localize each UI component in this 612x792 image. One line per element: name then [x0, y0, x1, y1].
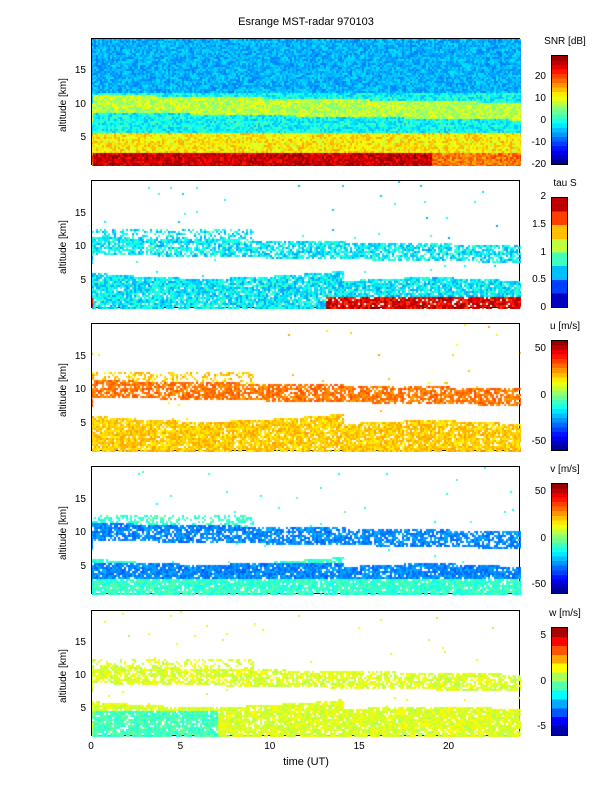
colorbar-tick-label: 20 — [534, 71, 546, 82]
figure-title: Esrange MST-radar 970103 — [238, 16, 374, 28]
y-tick-label: 10 — [74, 384, 86, 396]
colorbar-tick-label: -10 — [531, 137, 546, 148]
x-tick-label: 0 — [88, 741, 94, 752]
heatmap-1 — [92, 39, 521, 166]
x-axis-label: time (UT) — [283, 756, 329, 768]
colorbar-tick-label: -20 — [531, 159, 546, 170]
y-axis-label: altitude [km] — [58, 220, 69, 274]
y-tick-label: 5 — [80, 275, 86, 287]
x-tick-label: 15 — [353, 741, 365, 752]
y-tick-label: 5 — [80, 561, 86, 573]
heatmap-4 — [92, 467, 521, 595]
colorbar-tick-label: 50 — [534, 486, 546, 498]
heatmap-2 — [92, 181, 521, 309]
colorbar-tick-label: 0.5 — [532, 274, 546, 286]
colorbar-tick-label: 5 — [540, 630, 546, 642]
heatmap-panel-3 — [91, 323, 521, 452]
heatmap-panel-2 — [91, 180, 521, 309]
heatmap-panel-1 — [91, 38, 521, 166]
colorbar-3 — [551, 340, 568, 451]
y-tick-label: 10 — [74, 241, 86, 253]
y-axis-label: altitude [km] — [58, 649, 69, 703]
y-tick-label: 15 — [74, 350, 86, 362]
heatmap-panel-4 — [91, 466, 521, 595]
y-tick-label: 15 — [74, 207, 86, 219]
colorbar-tick-label: -50 — [531, 435, 546, 447]
colorbar-label: w [m/s] — [549, 608, 581, 619]
colorbar-tick-label: 10 — [534, 93, 546, 104]
y-tick-label: 10 — [74, 98, 86, 110]
y-tick-label: 5 — [80, 132, 86, 144]
x-tick-label: 5 — [177, 741, 184, 752]
colorbar-tick-label: 0 — [540, 532, 546, 544]
heatmap-5 — [92, 611, 521, 737]
colorbar-tick-label: 0 — [540, 115, 546, 126]
colorbar-5 — [551, 627, 568, 736]
colorbar-tick-label: 0 — [540, 302, 546, 313]
x-tick-label: 20 — [442, 741, 455, 752]
heatmap-panel-5 — [91, 610, 521, 737]
colorbar-tick-label: -5 — [537, 720, 546, 732]
y-tick-label: 15 — [74, 637, 86, 649]
colorbar-label: SNR [dB] — [544, 36, 586, 47]
colorbar-label: tau S — [553, 178, 577, 189]
colorbar-tick-label: 50 — [534, 343, 546, 355]
colorbar-2 — [551, 197, 568, 308]
y-axis-label: altitude [km] — [58, 363, 69, 417]
x-tick-label: 10 — [264, 741, 276, 752]
y-tick-label: 15 — [74, 65, 86, 77]
y-tick-label: 10 — [74, 670, 86, 682]
colorbar-tick-label: -50 — [531, 578, 546, 590]
y-tick-label: 15 — [74, 493, 86, 505]
colorbar-tick-label: 1.5 — [532, 218, 546, 230]
y-tick-label: 5 — [80, 418, 86, 430]
colorbar-label: u [m/s] — [549, 321, 580, 332]
colorbar-4 — [551, 483, 568, 594]
y-tick-label: 10 — [74, 527, 86, 539]
colorbar-tick-label: 0 — [540, 675, 546, 687]
colorbar-tick-label: 0 — [540, 389, 546, 401]
colorbar-1 — [551, 55, 568, 165]
colorbar-label: v [m/s] — [550, 464, 580, 475]
colorbar-tick-label: 1 — [540, 246, 546, 258]
heatmap-3 — [92, 324, 521, 452]
y-axis-label: altitude [km] — [58, 77, 69, 132]
y-axis-label: altitude [km] — [58, 506, 69, 560]
colorbar-tick-label: 2 — [540, 191, 546, 202]
y-tick-label: 5 — [80, 703, 86, 715]
